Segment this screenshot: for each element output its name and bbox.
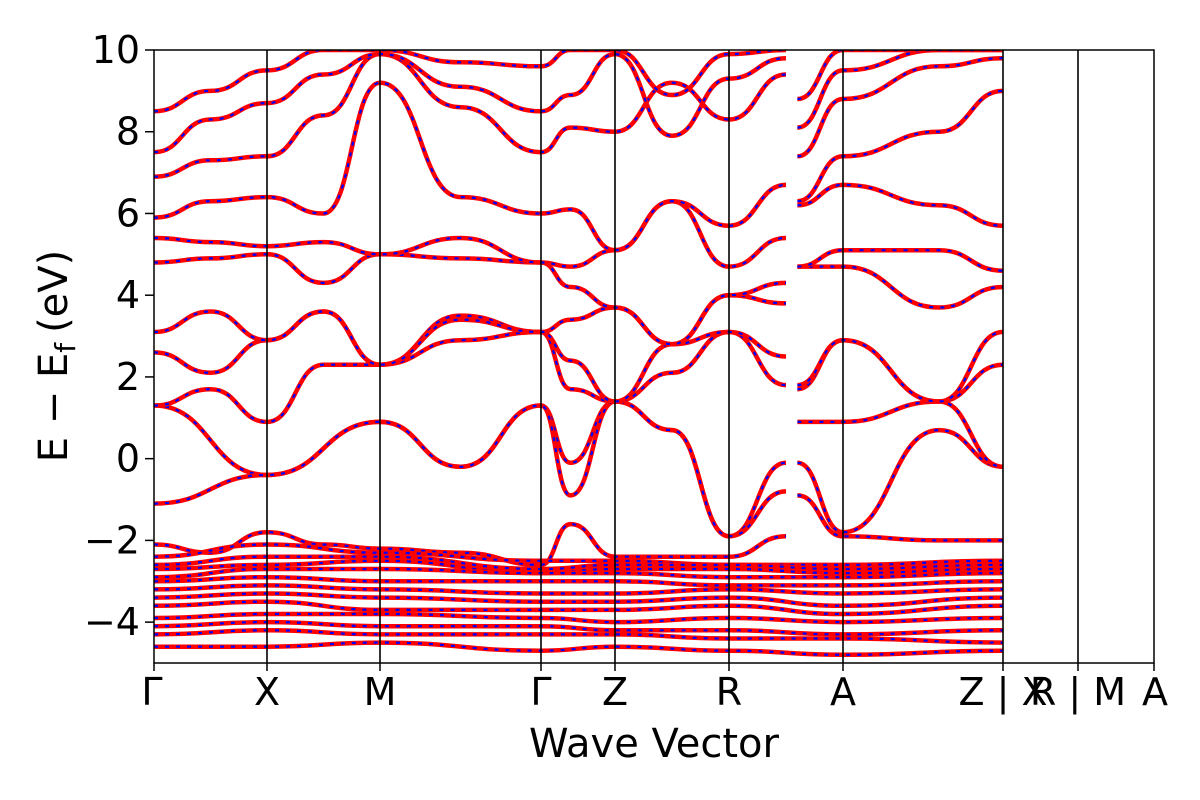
plot-frame: [153, 49, 1155, 664]
y-axis-title-subscript: f: [49, 342, 82, 353]
band-line-7: [154, 80, 1004, 253]
band-overlay-23: [154, 641, 1004, 656]
y-tick-label-2: 0: [116, 437, 140, 481]
band-overlay-2: [154, 314, 1004, 424]
y-tick-label-0: −4: [84, 600, 140, 644]
band-overlay-20: [154, 612, 1004, 624]
y-tick-label-3: 2: [116, 355, 140, 399]
x-axis: Γ X M Γ Z R A Z | XR | M A: [141, 663, 1168, 715]
high-symmetry-lines: [266, 50, 1079, 663]
band-overlay-17: [154, 584, 1004, 595]
band-overlay-1: [154, 400, 1004, 538]
band-overlay-3: [154, 310, 1004, 403]
band-overlay-13: [154, 555, 1004, 571]
x-tick-label-2: M: [364, 670, 397, 714]
band-overlay-4: [154, 265, 1004, 366]
band-overlay-15: [154, 567, 1004, 579]
band-overlay-18: [154, 592, 1004, 607]
band-overlay-10: [154, 50, 1003, 113]
band-line-4: [154, 264, 1004, 367]
y-axis-title: E − Ef (eV): [31, 250, 82, 463]
y-tick-label-4: 4: [116, 273, 140, 317]
band-line-8: [154, 51, 1004, 179]
x-tick-label-7: Z | X: [958, 670, 1047, 715]
band-overlay-8: [154, 52, 1004, 178]
band-overlay-9: [154, 50, 1003, 154]
band-line-23: [154, 640, 1004, 658]
band-overlay-7: [154, 81, 1004, 252]
band-lines: [154, 50, 1004, 658]
x-tick-label-5: R: [716, 670, 742, 714]
band-overlay-22: [154, 629, 1004, 644]
band-overlay-11: [154, 494, 1003, 567]
x-tick-label-1: X: [254, 670, 280, 714]
x-tick-label-9: A: [1142, 670, 1168, 714]
band-line-0: [154, 399, 1004, 539]
band-overlay-19: [154, 600, 1004, 616]
y-axis: −4 −2 0 2 4 6 8 10: [84, 28, 154, 644]
x-tick-label-3: Γ: [530, 670, 551, 714]
band-overlay-21: [154, 620, 1004, 636]
x-tick-label-0: Γ: [141, 670, 162, 714]
x-tick-label-4: Z: [602, 670, 628, 714]
y-tick-label-1: −2: [84, 518, 140, 562]
x-axis-title: Wave Vector: [529, 721, 780, 767]
y-tick-label-6: 8: [116, 110, 140, 154]
x-tick-label-8: R | M: [1030, 670, 1126, 715]
y-tick-label-7: 10: [92, 28, 140, 72]
y-tick-label-5: 6: [116, 191, 140, 235]
band-overlay-16: [154, 576, 1004, 587]
x-tick-label-6: A: [830, 670, 856, 714]
band-line-1: [154, 399, 1004, 539]
band-overlay-0: [154, 400, 1004, 538]
band-line-2: [154, 313, 1004, 425]
y-axis-title-main: E − E: [31, 353, 77, 463]
y-axis-title-unit: (eV): [31, 250, 77, 333]
